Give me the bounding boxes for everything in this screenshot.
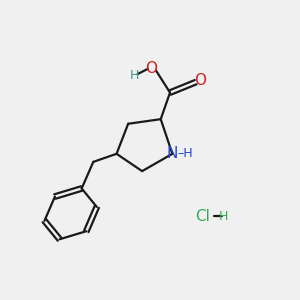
- Text: Cl: Cl: [195, 209, 210, 224]
- Text: H: H: [219, 210, 228, 223]
- Text: N: N: [167, 146, 178, 161]
- Text: H: H: [129, 69, 139, 82]
- Text: O: O: [146, 61, 158, 76]
- Text: O: O: [194, 73, 206, 88]
- Text: –H: –H: [178, 147, 193, 160]
